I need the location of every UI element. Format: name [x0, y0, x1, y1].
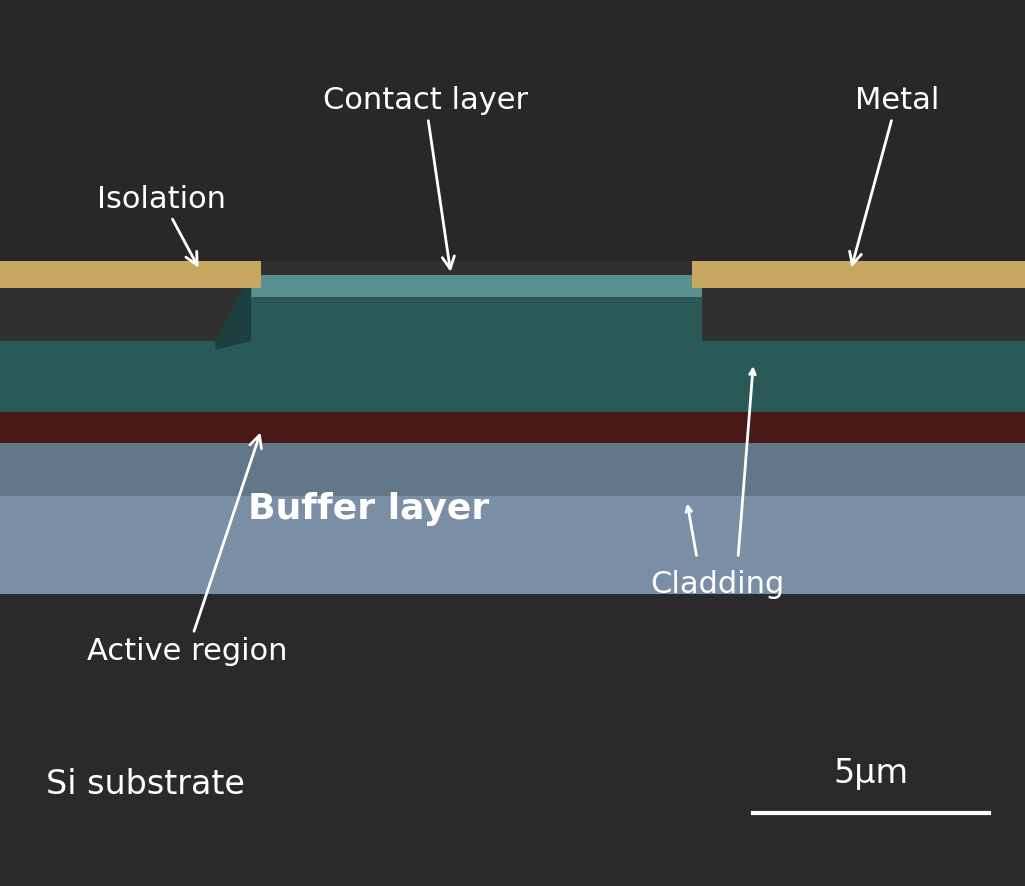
Bar: [251, 275, 702, 297]
Polygon shape: [215, 275, 251, 341]
Text: Si substrate: Si substrate: [46, 767, 245, 801]
Text: 5μm: 5μm: [833, 758, 909, 790]
Text: Cladding: Cladding: [651, 571, 784, 599]
Bar: [0, 496, 1025, 594]
Text: Buffer layer: Buffer layer: [248, 493, 490, 526]
Bar: [0, 443, 1025, 496]
Text: Contact layer: Contact layer: [323, 86, 528, 268]
Bar: [0, 594, 1025, 886]
Bar: [0, 341, 1025, 412]
Bar: [692, 261, 1025, 288]
Bar: [251, 297, 702, 341]
Bar: [0, 412, 1025, 443]
Polygon shape: [215, 275, 251, 350]
Text: Isolation: Isolation: [97, 185, 227, 265]
Text: Active region: Active region: [87, 435, 288, 665]
Bar: [0, 0, 1025, 261]
Bar: [0, 261, 261, 288]
Text: Metal: Metal: [850, 86, 939, 265]
